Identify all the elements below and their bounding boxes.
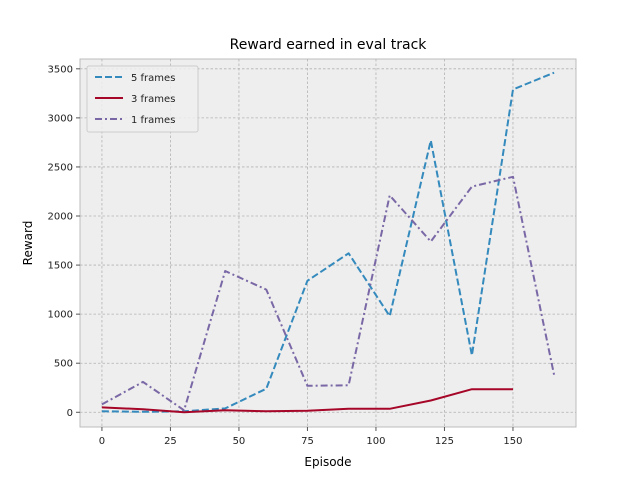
x-axis-label: Episode [304,455,351,469]
y-tick-label: 3500 [48,64,73,75]
legend-label-1-frames: 1 frames [131,115,175,126]
x-tick-label: 75 [301,436,314,447]
y-axis-ticks: 0 500 1000 1500 2000 2500 3000 3500 [48,64,80,419]
y-tick-label: 500 [54,359,73,370]
y-tick-label: 1000 [48,310,73,321]
x-tick-label: 25 [164,436,177,447]
y-tick-label: 2500 [48,162,73,173]
y-tick-label: 1500 [48,261,73,272]
x-axis-ticks: 0 25 50 75 100 125 150 [99,427,523,447]
series-line-3-frames [101,388,513,414]
legend-frame [86,65,199,133]
x-tick-label: 125 [435,436,454,447]
x-tick-label: 100 [366,436,385,447]
legend-label-3-frames: 3 frames [131,94,175,105]
x-tick-label: 0 [99,436,105,447]
y-tick-label: 3000 [48,113,73,124]
y-axis-label: Reward [21,221,35,266]
y-tick-label: 0 [67,408,73,419]
legend-label-5-frames: 5 frames [131,73,175,84]
legend: 5 frames 3 frames 1 frames [86,65,199,133]
series-layer [101,71,556,414]
y-tick-label: 2000 [48,212,73,223]
x-tick-label: 50 [233,436,246,447]
x-tick-label: 150 [503,436,522,447]
chart-title: Reward earned in eval track [230,37,428,53]
